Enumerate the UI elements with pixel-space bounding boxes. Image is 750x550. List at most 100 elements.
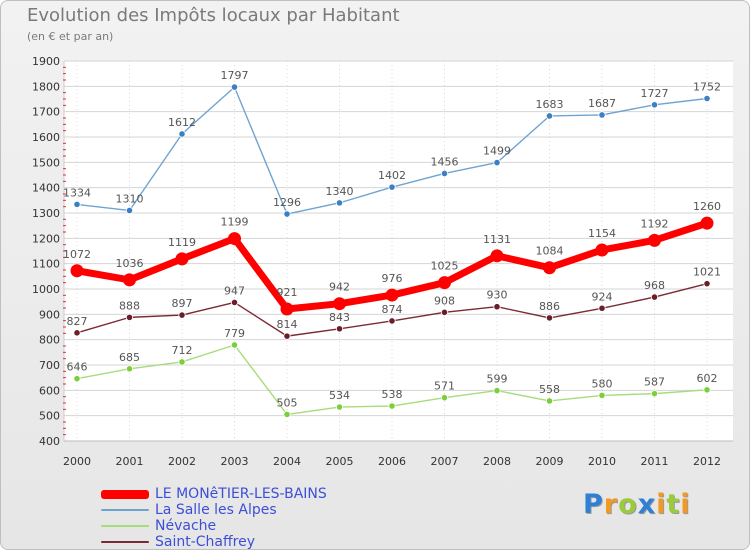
- chart-subtitle: (en € et par an): [27, 30, 114, 43]
- data-label: 814: [277, 318, 298, 331]
- legend-label: Névache: [155, 518, 217, 534]
- x-tick-label: 2007: [431, 455, 459, 468]
- x-tick-label: 2009: [536, 455, 564, 468]
- data-point: [175, 252, 189, 266]
- data-label: 1084: [536, 245, 564, 258]
- data-point: [493, 303, 501, 311]
- series-1: 1334 1310 1612 1797 1296 1340 1402 1456 1499 1683…: [63, 69, 721, 218]
- data-point: [598, 111, 606, 119]
- data-point: [230, 83, 239, 91]
- chart-legend: LE MONêTIER-LES-BAINS La Salle les Alpes N…: [101, 486, 327, 549]
- data-point: [703, 386, 711, 394]
- data-label: 1687: [588, 97, 616, 110]
- data-label: 580: [592, 377, 613, 390]
- data-point: [438, 276, 451, 290]
- data-point: [228, 232, 241, 246]
- data-point: [440, 308, 449, 316]
- data-label: 1021: [693, 266, 721, 279]
- x-tick-label: 2005: [326, 455, 354, 468]
- data-point: [545, 112, 554, 120]
- data-point: [650, 101, 659, 109]
- data-label: 602: [697, 372, 718, 385]
- legend-item: Saint-Chaffrey: [101, 534, 327, 549]
- data-point: [178, 311, 186, 319]
- data-point: [595, 243, 609, 257]
- legend-swatch: [101, 525, 149, 527]
- data-label: 538: [382, 388, 403, 401]
- y-tick-label: 700: [39, 359, 60, 372]
- y-tick-label: 1600: [32, 131, 60, 144]
- data-point: [545, 314, 554, 322]
- legend-swatch: [101, 541, 149, 543]
- x-tick-label: 2004: [273, 455, 301, 468]
- data-label: 1727: [641, 87, 669, 100]
- logo-letter: P: [583, 489, 604, 520]
- y-tick-label: 1400: [32, 182, 60, 195]
- x-tick-label: 2010: [588, 455, 616, 468]
- data-label: 505: [277, 396, 298, 409]
- logo-letter: o: [618, 489, 638, 520]
- proxiti-logo: Proxiti: [583, 489, 691, 525]
- data-label: 1199: [221, 216, 249, 229]
- y-grid: [64, 60, 733, 442]
- y-tick-label: 800: [39, 334, 60, 347]
- series-3: 827 888 897 947 814 843 874 908 930 886 924 968 1021: [67, 266, 721, 340]
- legend-item: LE MONêTIER-LES-BAINS: [101, 486, 327, 502]
- plot-area: [64, 61, 733, 441]
- x-tick-label: 2011: [641, 455, 669, 468]
- data-point: [440, 394, 449, 402]
- legend-item: Névache: [101, 518, 327, 534]
- data-label: 947: [224, 284, 245, 297]
- data-point: [230, 341, 239, 349]
- data-point: [230, 298, 239, 307]
- x-tick-label: 2008: [483, 455, 511, 468]
- data-label: 921: [277, 286, 298, 299]
- data-label: 874: [382, 303, 403, 316]
- y-tick-label: 1800: [32, 80, 60, 93]
- data-point: [490, 249, 504, 263]
- data-point: [333, 297, 346, 311]
- y-tick-label: 500: [39, 410, 60, 423]
- data-label: 886: [539, 300, 560, 313]
- data-label: 888: [119, 299, 140, 312]
- data-label: 1683: [536, 98, 564, 111]
- data-label: 712: [172, 344, 193, 357]
- data-label: 1612: [168, 116, 196, 129]
- data-point: [73, 375, 81, 383]
- data-label: 587: [644, 376, 665, 389]
- series-0: 1072 1036 1119 1199 921 942 976 1025 1131 1084 115…: [63, 200, 721, 316]
- x-tick-label: 2000: [63, 455, 91, 468]
- data-point: [650, 293, 659, 301]
- y-tick-label: 1000: [32, 283, 60, 296]
- data-label: 571: [434, 380, 455, 393]
- data-label: 976: [382, 272, 403, 285]
- logo-letter: r: [603, 489, 619, 520]
- logo-letter: t: [666, 489, 681, 520]
- data-label: 843: [329, 311, 350, 324]
- y-tick-label: 1500: [32, 156, 60, 169]
- data-label: 1154: [588, 227, 616, 240]
- data-point: [385, 288, 399, 302]
- data-point: [73, 329, 81, 337]
- data-label: 968: [644, 279, 665, 292]
- data-point: [493, 386, 501, 395]
- y-tick-label: 1100: [32, 258, 60, 271]
- data-point: [648, 233, 661, 247]
- data-point: [123, 273, 136, 287]
- data-point: [388, 317, 396, 325]
- series-2: 646 685 712 779 505 534 538 571 599 558 580 587 602: [67, 327, 718, 418]
- chart-title: Evolution des Impôts locaux par Habitant: [27, 5, 400, 26]
- x-tick-label: 2006: [378, 455, 406, 468]
- data-label: 1402: [378, 169, 406, 182]
- data-label: 646: [67, 361, 88, 374]
- data-label: 1334: [63, 186, 91, 199]
- data-label: 1310: [116, 192, 144, 205]
- data-point: [73, 200, 81, 208]
- logo-letter: i: [680, 489, 691, 520]
- data-point: [700, 216, 714, 230]
- x-tick-label: 2012: [693, 455, 721, 468]
- legend-item: La Salle les Alpes: [101, 502, 327, 518]
- data-point: [125, 313, 134, 321]
